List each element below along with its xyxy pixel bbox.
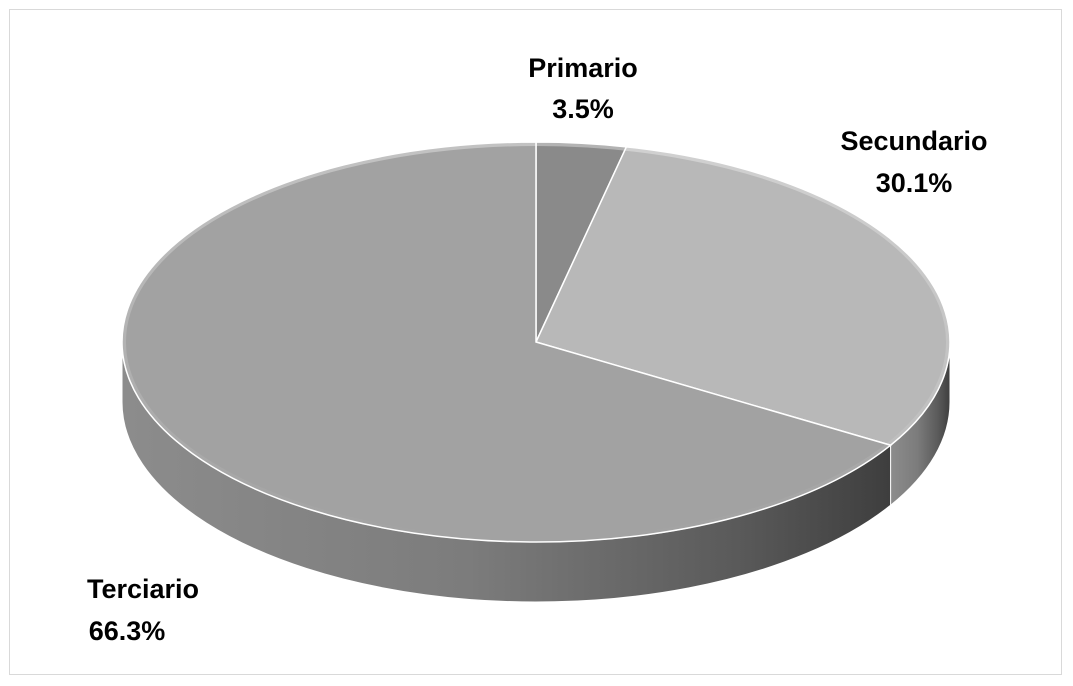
pie-labels-group: Primario 3.5% Secundario 30.1% Terciario… <box>87 53 988 646</box>
slice-label-primario-value: 3.5% <box>552 94 614 124</box>
slice-label-secundario-value: 30.1% <box>876 168 953 198</box>
slice-label-terciario-name: Terciario <box>87 574 199 604</box>
slice-label-primario-name: Primario <box>528 53 638 83</box>
slice-label-terciario-value: 66.3% <box>89 616 166 646</box>
pie-top-group <box>121 141 951 543</box>
pie-rim-highlight <box>122 142 950 542</box>
slice-label-secundario-name: Secundario <box>840 126 987 156</box>
